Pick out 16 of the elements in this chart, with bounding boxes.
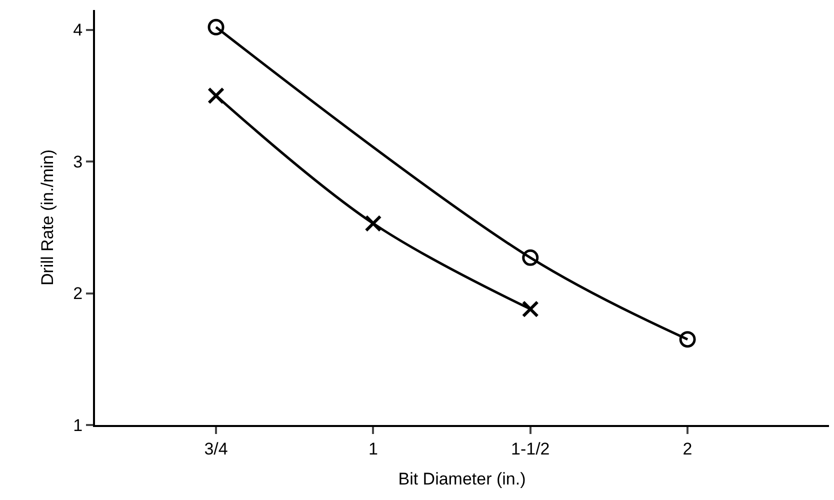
x-tick-label: 1: [368, 439, 378, 458]
point: [208, 87, 225, 104]
y-tick-label: 4: [73, 20, 83, 40]
x-tick-label: 3/4: [204, 439, 228, 458]
x-tick-label: 1-1/2: [510, 439, 550, 458]
point: [522, 249, 539, 266]
point: [364, 214, 382, 232]
x-axis-title: Bit Diameter (in.): [398, 469, 526, 488]
point: [522, 300, 539, 318]
point: [208, 18, 224, 36]
y-tick-label: 2: [73, 284, 83, 304]
y-axis-title: Drill Rate (in./min): [38, 149, 58, 286]
y-tick-label: 1: [73, 416, 83, 435]
x-tick-label: 2: [682, 439, 692, 458]
point: [679, 331, 696, 348]
y-tick-label: 3: [73, 152, 83, 172]
